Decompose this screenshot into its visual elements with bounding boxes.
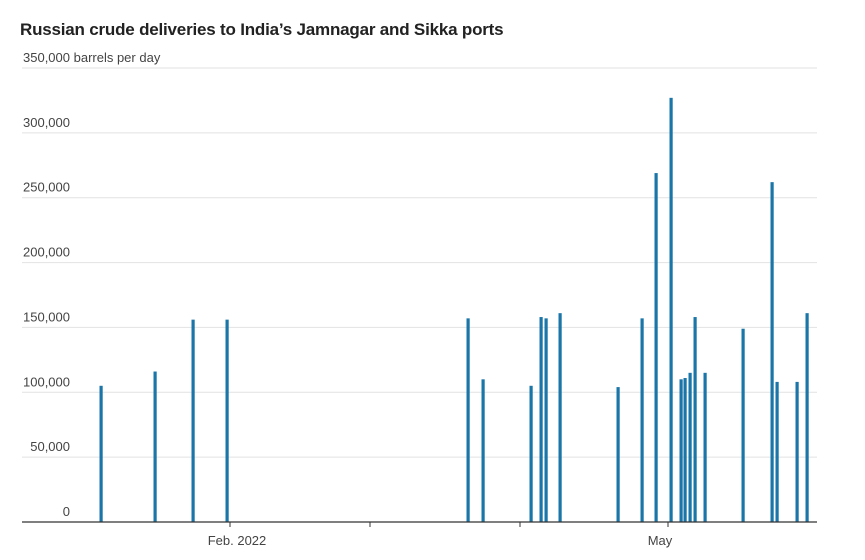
x-tick-label: May bbox=[648, 533, 673, 548]
bar bbox=[616, 387, 620, 522]
bar bbox=[669, 97, 673, 522]
bars bbox=[99, 97, 809, 523]
bar bbox=[544, 318, 548, 522]
y-tick-label: 100,000 bbox=[23, 374, 70, 389]
bar bbox=[529, 385, 533, 522]
bar bbox=[558, 313, 562, 522]
y-tick-label: 150,000 bbox=[23, 309, 70, 324]
x-tick-label: Feb. 2022 bbox=[208, 533, 267, 548]
bar bbox=[466, 318, 470, 522]
y-tick-label: 350,000 barrels per day bbox=[23, 50, 161, 65]
bar bbox=[191, 319, 195, 522]
bar bbox=[703, 372, 707, 522]
chart-title: Russian crude deliveries to India’s Jamn… bbox=[20, 20, 504, 39]
y-tick-label: 50,000 bbox=[30, 439, 70, 454]
gridlines bbox=[22, 67, 817, 458]
bar bbox=[795, 381, 799, 522]
bar bbox=[225, 319, 229, 522]
y-tick-label: 0 bbox=[63, 504, 70, 519]
bar bbox=[654, 173, 658, 522]
bar bbox=[99, 385, 103, 522]
bar bbox=[679, 379, 683, 522]
y-tick-label: 300,000 bbox=[23, 115, 70, 130]
bar bbox=[539, 317, 543, 522]
y-axis-labels: 0 50,000 100,000 150,000 200,000 250,000 300,0… bbox=[23, 50, 161, 519]
bar bbox=[683, 378, 687, 522]
bar bbox=[775, 381, 779, 522]
bar bbox=[640, 318, 644, 522]
bar bbox=[741, 328, 745, 522]
bar bbox=[688, 372, 692, 522]
x-axis: Feb. 2022 May bbox=[22, 521, 817, 548]
y-tick-label: 200,000 bbox=[23, 245, 70, 260]
y-tick-label: 250,000 bbox=[23, 180, 70, 195]
bar bbox=[481, 379, 485, 522]
bar bbox=[770, 182, 774, 523]
bar bbox=[693, 317, 697, 522]
bar bbox=[805, 313, 809, 522]
bar bbox=[153, 371, 157, 522]
